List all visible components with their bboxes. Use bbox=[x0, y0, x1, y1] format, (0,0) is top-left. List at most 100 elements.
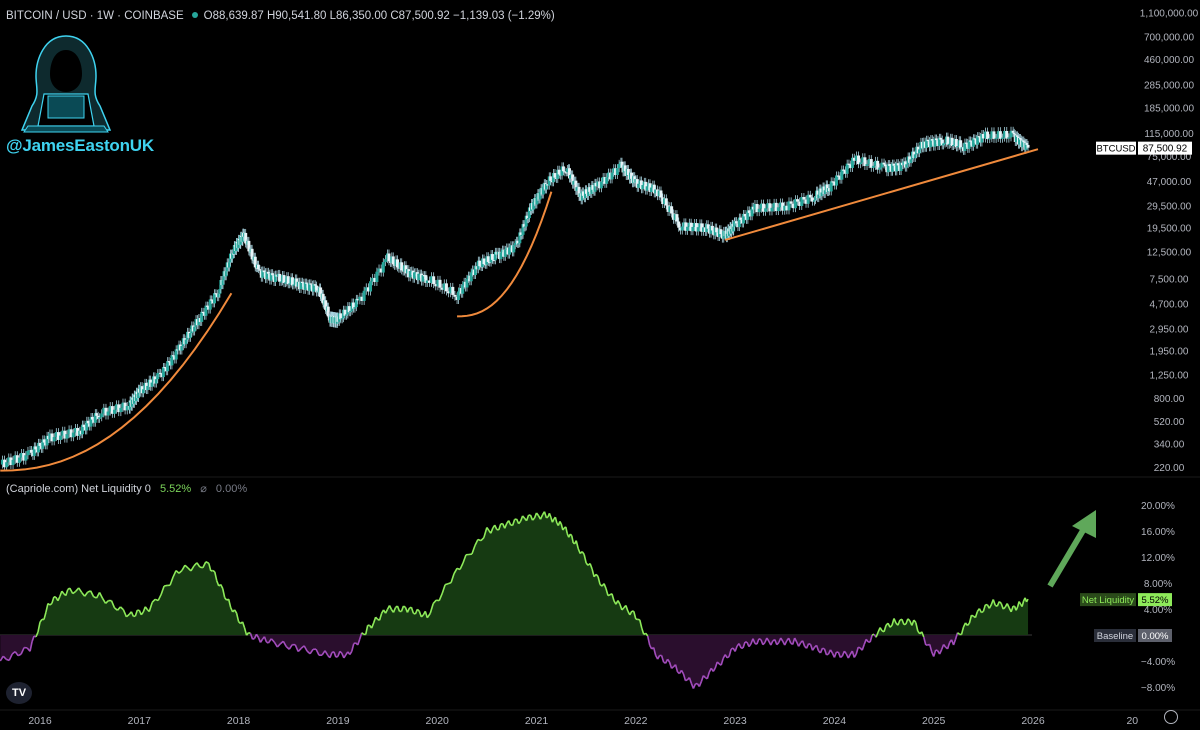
candle bbox=[644, 181, 648, 191]
liq-line-segment bbox=[456, 567, 461, 571]
liq-line-segment bbox=[748, 643, 752, 648]
liq-line-segment bbox=[1006, 603, 1010, 609]
liq-tick-label: −8.00% bbox=[1141, 683, 1175, 694]
candle bbox=[3, 459, 7, 468]
liq-line-segment bbox=[861, 644, 865, 651]
indicator-header: (Capriole.com) Net Liquidity 0 5.52% ⌀ 0… bbox=[6, 482, 247, 495]
candle bbox=[909, 159, 913, 163]
candle bbox=[670, 206, 674, 214]
candle bbox=[93, 413, 97, 423]
candle bbox=[563, 171, 567, 173]
indicator-value: 5.52% bbox=[159, 483, 192, 495]
candle bbox=[693, 223, 697, 227]
candle bbox=[739, 217, 743, 220]
candle bbox=[598, 181, 602, 189]
net-liquidity-value-tag bbox=[1138, 593, 1172, 607]
candle bbox=[882, 162, 886, 165]
candle bbox=[278, 273, 282, 282]
candle bbox=[115, 404, 119, 410]
candle bbox=[686, 226, 690, 231]
candle bbox=[954, 139, 958, 148]
liq-line-segment bbox=[337, 651, 341, 657]
liq-line-segment bbox=[554, 516, 558, 524]
candle bbox=[865, 164, 869, 166]
liq-line-segment bbox=[922, 636, 927, 646]
candle bbox=[694, 223, 698, 232]
symbol-label[interactable]: BITCOIN / USD · 1W · COINBASE bbox=[6, 10, 184, 22]
candle bbox=[408, 271, 412, 278]
liq-line-segment bbox=[148, 602, 153, 612]
candle bbox=[626, 168, 630, 176]
candle bbox=[343, 309, 347, 316]
candle bbox=[829, 181, 833, 192]
candle bbox=[73, 427, 77, 433]
baseline-tag bbox=[1094, 629, 1136, 642]
liq-line-segment bbox=[378, 613, 383, 621]
liq-line-segment bbox=[640, 627, 645, 635]
candle bbox=[261, 270, 265, 278]
liq-line-segment bbox=[921, 631, 925, 638]
liq-line-segment bbox=[125, 613, 130, 618]
candle bbox=[288, 283, 292, 285]
price-tick-label: 12,500.00 bbox=[1147, 247, 1192, 258]
liq-line-segment bbox=[879, 627, 883, 632]
liq-line-segment bbox=[31, 635, 35, 642]
candle bbox=[381, 262, 385, 273]
candle bbox=[1011, 130, 1015, 133]
liq-line-segment bbox=[957, 632, 961, 635]
candle bbox=[438, 279, 442, 288]
candle bbox=[24, 455, 28, 461]
liq-line-segment bbox=[61, 590, 65, 595]
liq-line-segment bbox=[822, 647, 825, 650]
x-tick-label: 2023 bbox=[723, 715, 747, 727]
candle bbox=[983, 131, 987, 139]
candle bbox=[677, 221, 681, 228]
liq-line-segment bbox=[603, 583, 607, 589]
candle bbox=[20, 453, 24, 458]
candle bbox=[878, 167, 882, 170]
liq-line-segment bbox=[535, 512, 540, 517]
candle bbox=[508, 247, 512, 255]
candle bbox=[876, 160, 880, 170]
liq-line-segment bbox=[865, 638, 869, 643]
candle bbox=[820, 192, 824, 197]
candle bbox=[553, 173, 557, 178]
liq-line-segment bbox=[766, 637, 770, 642]
liq-line-segment bbox=[447, 581, 452, 585]
candle bbox=[180, 346, 184, 351]
liq-line-segment bbox=[589, 563, 593, 570]
tradingview-logo[interactable]: TV bbox=[6, 682, 32, 704]
liq-line-segment bbox=[93, 596, 97, 599]
candle bbox=[580, 191, 584, 201]
candle bbox=[34, 446, 38, 450]
indicator-title[interactable]: (Capriole.com) Net Liquidity bbox=[6, 483, 142, 495]
candle bbox=[541, 186, 545, 195]
liq-line-segment bbox=[384, 608, 389, 614]
candle bbox=[1021, 140, 1025, 148]
candle bbox=[427, 280, 431, 283]
liq-line-segment bbox=[853, 653, 857, 658]
candle bbox=[241, 232, 245, 242]
candle bbox=[671, 213, 675, 220]
liq-line-segment bbox=[297, 647, 302, 653]
gear-icon[interactable] bbox=[1164, 710, 1178, 724]
candle bbox=[913, 154, 917, 158]
liq-line-segment bbox=[903, 623, 907, 626]
liq-line-segment bbox=[33, 635, 37, 638]
liq-line-segment bbox=[883, 625, 887, 632]
candle bbox=[17, 457, 21, 463]
candle bbox=[863, 157, 867, 166]
candle bbox=[668, 206, 672, 212]
liq-line-segment bbox=[364, 625, 369, 635]
liq-line-segment bbox=[829, 649, 834, 654]
candle bbox=[200, 311, 204, 322]
liq-line-segment bbox=[248, 631, 251, 635]
candle bbox=[854, 155, 858, 161]
price-tick-label: 2,950.00 bbox=[1150, 324, 1189, 335]
candle bbox=[680, 226, 684, 231]
liq-line-segment bbox=[241, 621, 246, 629]
liq-line-segment bbox=[45, 603, 49, 613]
candle bbox=[1022, 140, 1026, 143]
author-handle[interactable]: @JamesEastonUK bbox=[6, 136, 154, 155]
